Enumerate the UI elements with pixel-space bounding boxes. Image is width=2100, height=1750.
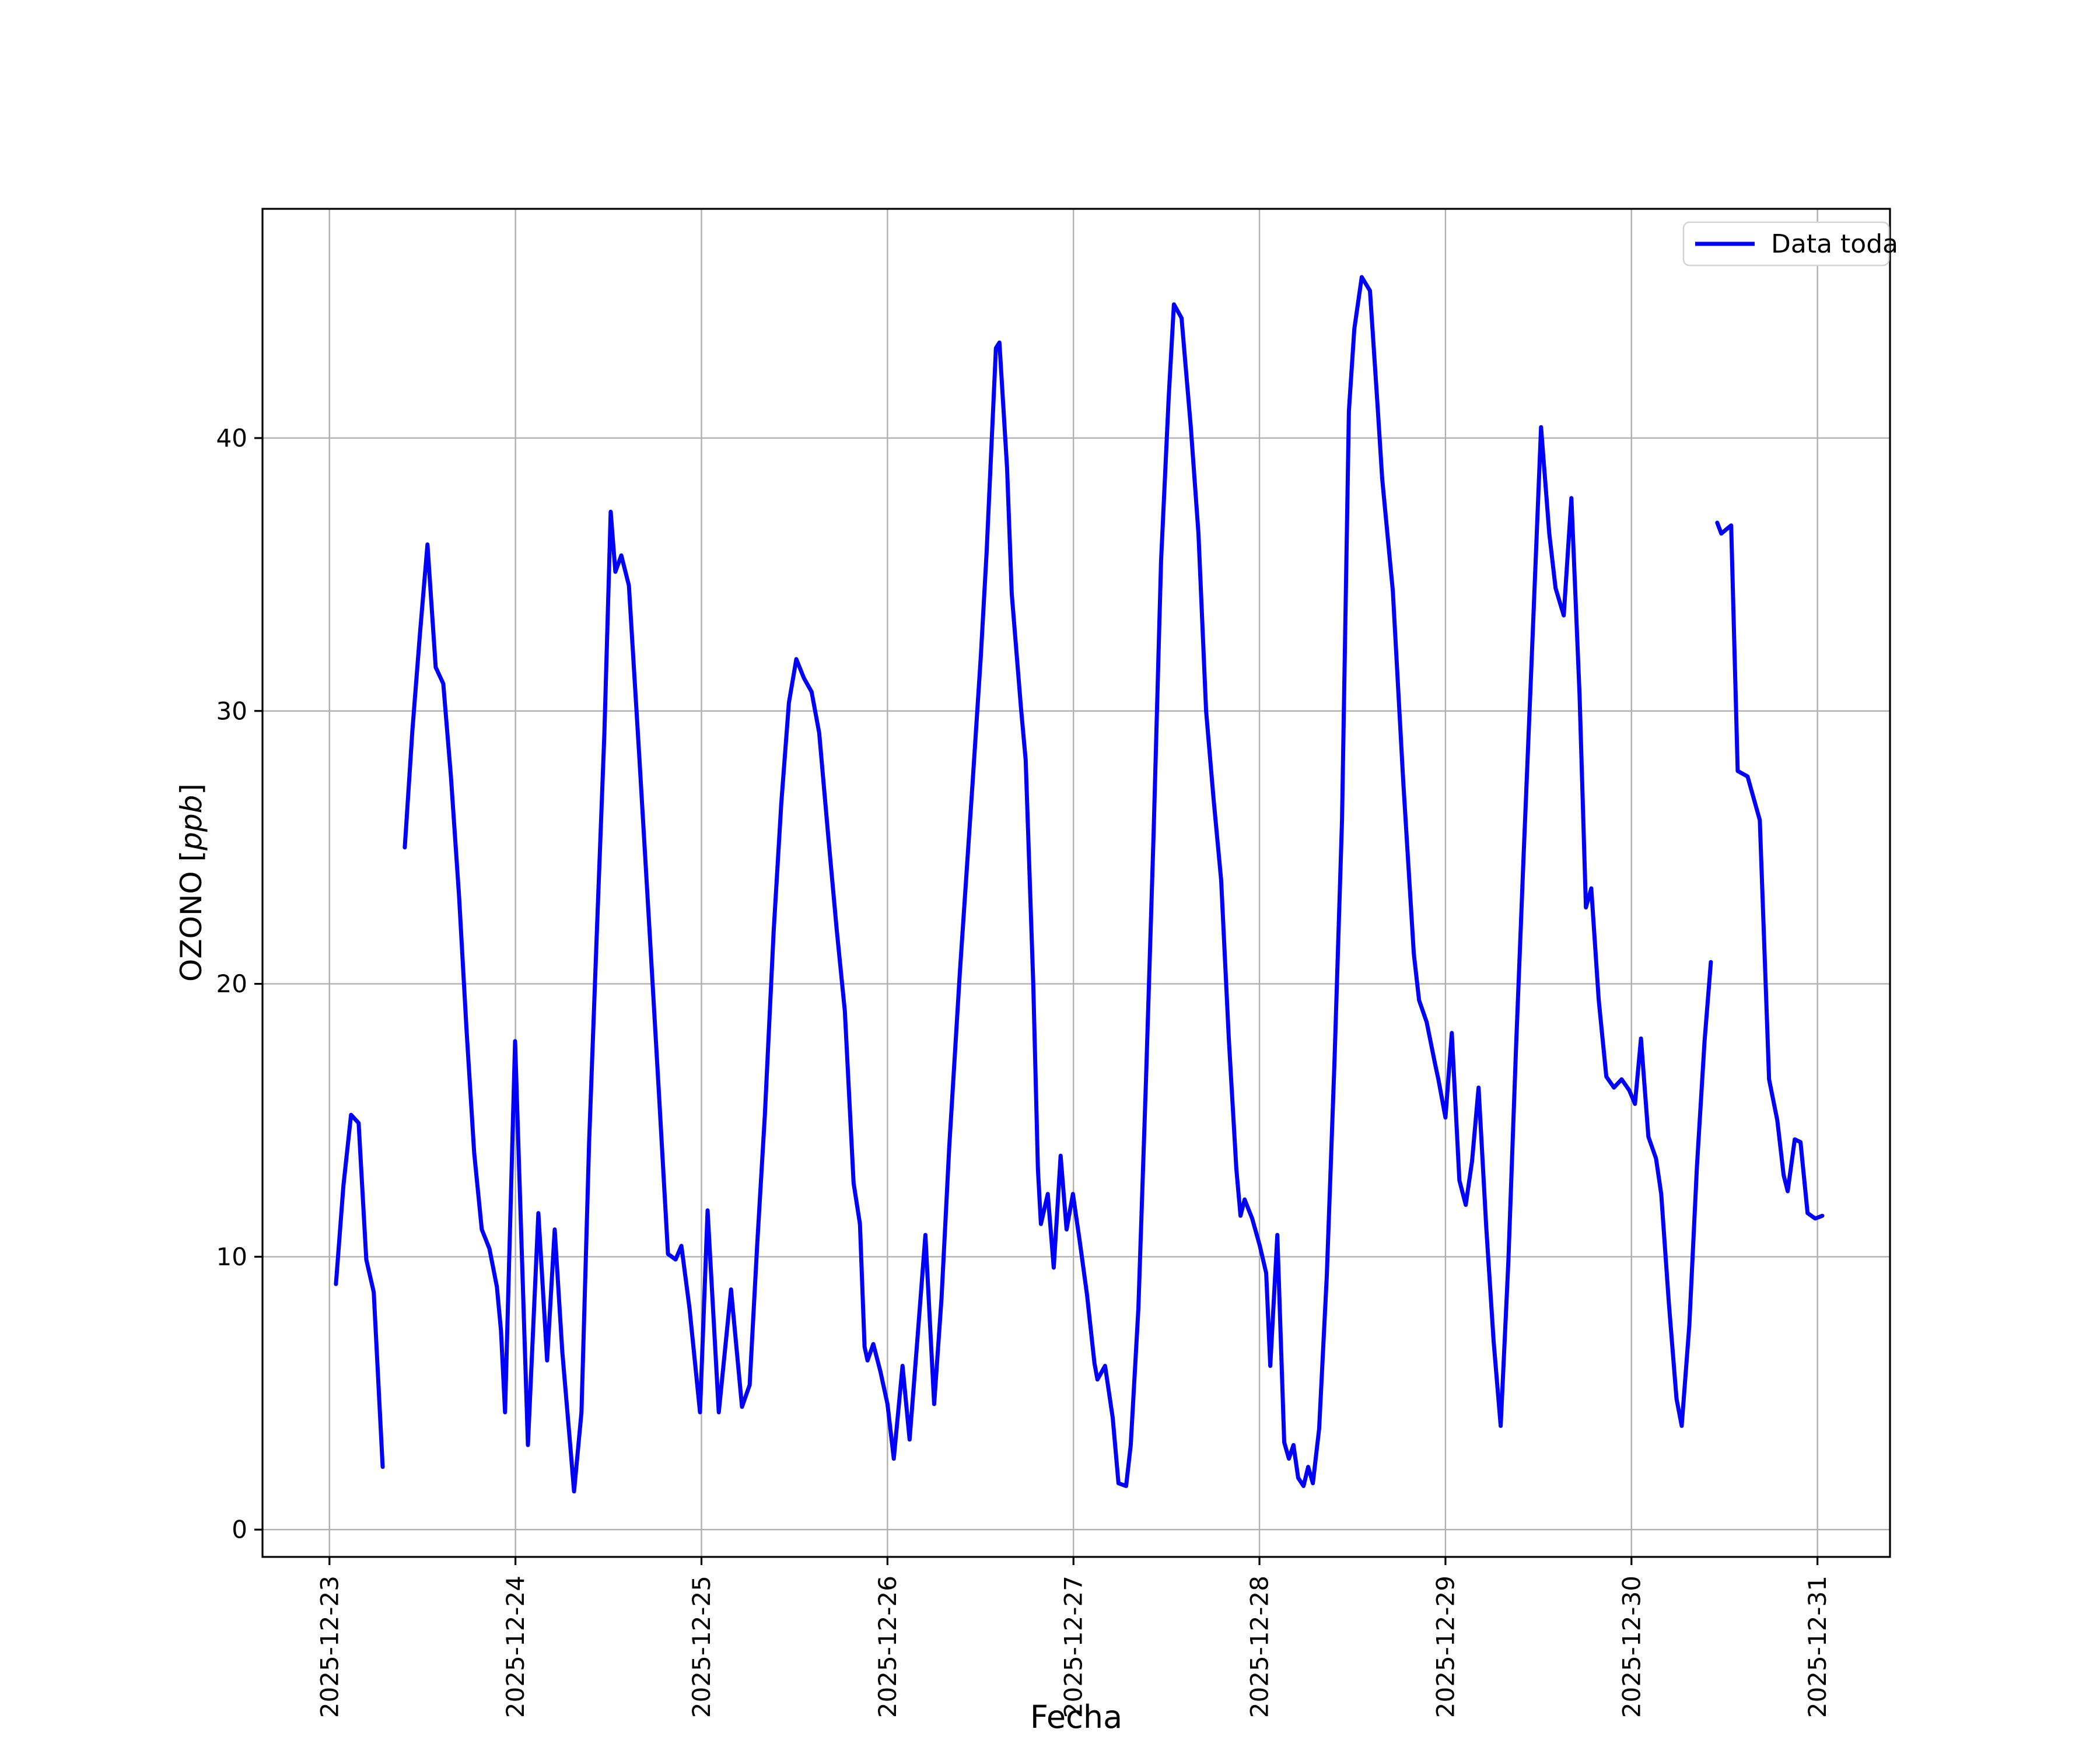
x-tick-label: 2025-12-26 xyxy=(873,1576,902,1718)
legend-box xyxy=(1682,221,1890,267)
y-axis-label: OZONO [ppb] xyxy=(174,783,208,982)
y-axis-label-units: ppb xyxy=(174,795,208,851)
x-tick-label: 2025-12-31 xyxy=(1803,1576,1832,1718)
y-tick-label: 0 xyxy=(232,1516,247,1544)
y-tick-label: 40 xyxy=(216,424,247,452)
y-tick-label: 10 xyxy=(216,1242,247,1271)
x-tick-label: 2025-12-24 xyxy=(501,1576,530,1718)
x-tick-label: 2025-12-29 xyxy=(1431,1576,1460,1718)
y-tick-label: 20 xyxy=(216,970,247,998)
data-line xyxy=(334,1112,385,1469)
x-tick-label: 2025-12-30 xyxy=(1617,1576,1646,1718)
x-tick-label: 2025-12-28 xyxy=(1245,1576,1274,1718)
data-line xyxy=(402,275,1713,1494)
axes-spines xyxy=(261,208,1891,1558)
plot-area: 2025-12-23 2025-12-24 2025-12-25 2025-12-26… xyxy=(216,208,1891,1718)
y-axis-label-prefix: OZONO [ xyxy=(174,850,208,982)
x-axis-label: Fecha xyxy=(1030,1699,1122,1735)
legend: Data toda xyxy=(1682,221,1898,267)
y-tick-label: 30 xyxy=(216,696,247,725)
x-tick-label: 2025-12-27 xyxy=(1059,1576,1088,1718)
data-line xyxy=(1715,520,1825,1221)
x-tick-label: 2025-12-23 xyxy=(315,1576,344,1718)
y-axis-label-suffix: ] xyxy=(174,783,208,795)
x-tick-label: 2025-12-25 xyxy=(687,1576,716,1718)
legend-label: Data toda xyxy=(1771,229,1898,259)
